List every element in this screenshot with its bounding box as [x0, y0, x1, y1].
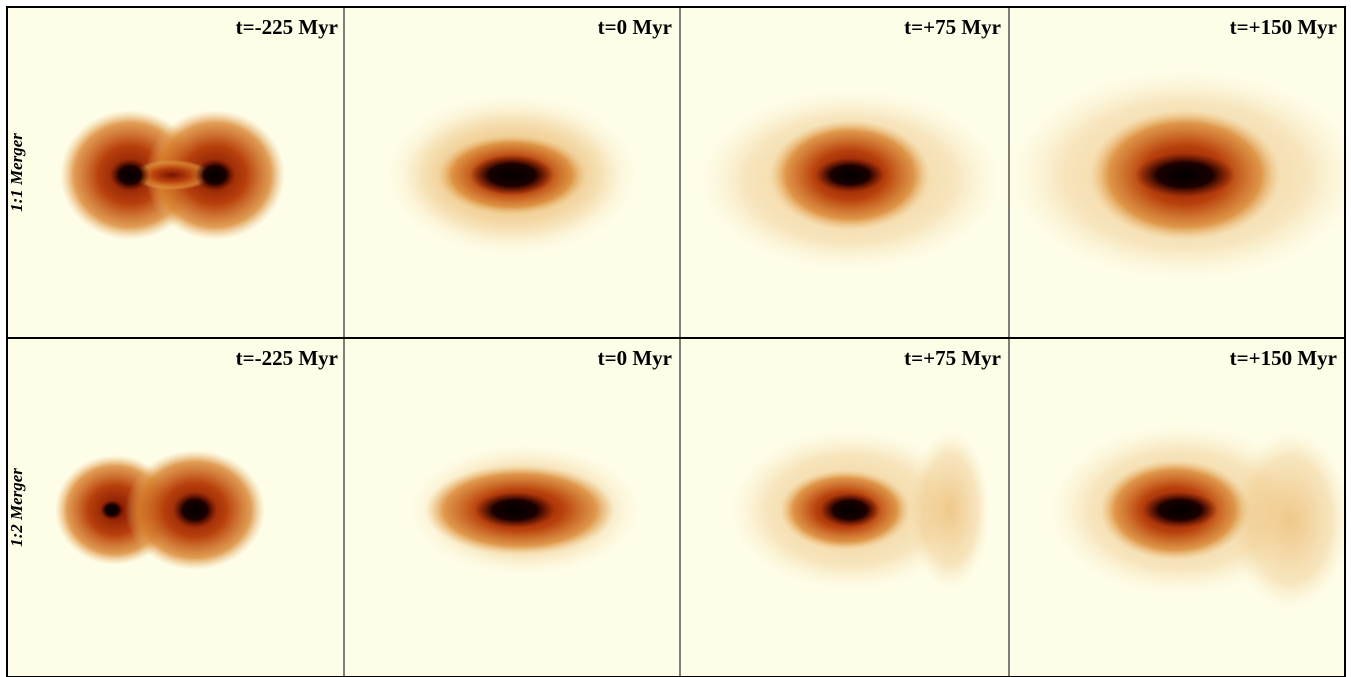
time-label: t=+75 Myr: [904, 346, 1001, 370]
time-label: t=+150 Myr: [1230, 15, 1337, 39]
time-label: t=+150 Myr: [1230, 346, 1337, 370]
density-maps: [55, 70, 1351, 610]
time-label: t=-225 Myr: [236, 15, 338, 39]
time-label: t=-225 Myr: [236, 346, 338, 370]
time-label: t=0 Myr: [598, 346, 672, 370]
row-label: 1:2 Merger: [7, 468, 26, 547]
grid-lines: [6, 6, 1346, 677]
row-label: 1:1 Merger: [7, 133, 26, 212]
time-label: t=+75 Myr: [904, 15, 1001, 39]
time-label: t=0 Myr: [598, 15, 672, 39]
